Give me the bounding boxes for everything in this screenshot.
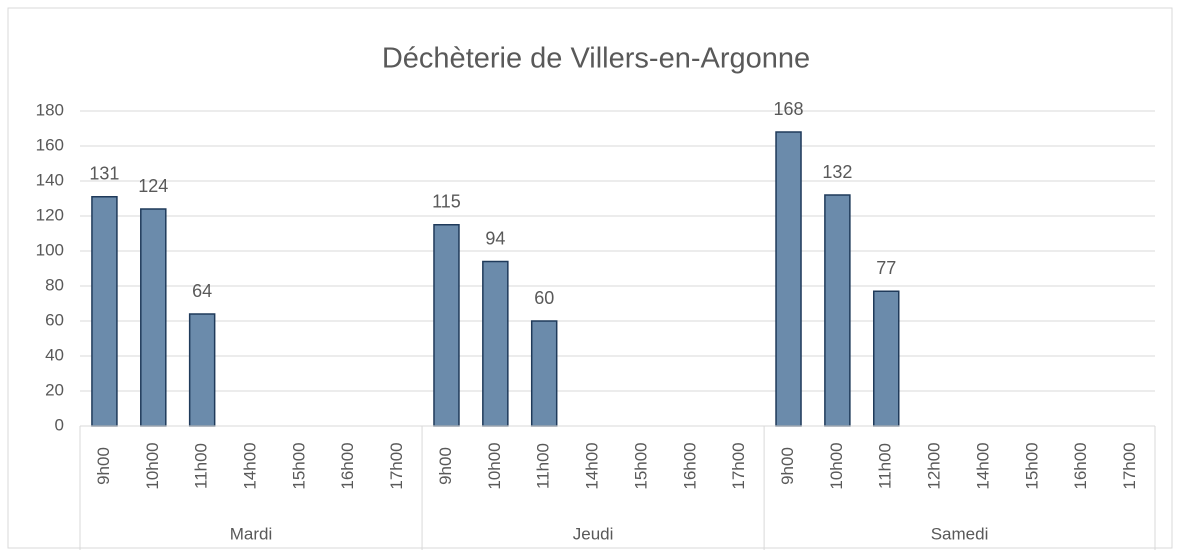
x-tick-label: 10h00	[827, 442, 846, 489]
x-tick-label: 14h00	[973, 442, 992, 489]
x-tick-label: 16h00	[1071, 442, 1090, 489]
bar	[91, 196, 118, 427]
bar	[775, 131, 802, 427]
data-label: 124	[138, 176, 168, 196]
data-label: 94	[485, 228, 505, 248]
x-tick-label: 14h00	[241, 442, 260, 489]
group-label: Jeudi	[573, 524, 614, 543]
x-tick-label: 15h00	[1022, 442, 1041, 489]
x-tick-label: 10h00	[485, 442, 504, 489]
bar	[482, 260, 509, 427]
data-label: 64	[192, 281, 212, 301]
x-tick-label: 16h00	[338, 442, 357, 489]
x-tick-label: 10h00	[143, 442, 162, 489]
y-tick-label: 180	[36, 100, 64, 119]
data-label: 132	[822, 162, 852, 182]
y-tick-label: 160	[36, 135, 64, 154]
data-label: 131	[89, 164, 119, 184]
bar	[140, 208, 167, 427]
y-tick-label: 120	[36, 205, 64, 224]
x-tick-label: 15h00	[289, 442, 308, 489]
data-label: 77	[876, 258, 896, 278]
y-tick-label: 100	[36, 240, 64, 259]
x-tick-label: 12h00	[925, 442, 944, 489]
bar	[873, 290, 900, 427]
x-tick-label: 11h00	[534, 443, 553, 489]
group-label: Samedi	[931, 524, 989, 543]
x-tick-label: 9h00	[778, 447, 797, 485]
y-tick-label: 40	[45, 345, 64, 364]
x-tick-label: 9h00	[436, 447, 455, 485]
y-tick-label: 80	[45, 275, 64, 294]
y-tick-label: 60	[45, 310, 64, 329]
y-tick-label: 20	[45, 380, 64, 399]
bar	[188, 313, 216, 427]
x-tick-label: 16h00	[680, 442, 699, 489]
x-tick-label: 14h00	[583, 442, 602, 489]
x-tick-label: 17h00	[387, 442, 406, 489]
x-tick-label: 11h00	[876, 443, 895, 489]
bar	[433, 224, 460, 427]
x-tick-label: 17h00	[1120, 442, 1139, 489]
x-tick-label: 17h00	[729, 442, 748, 489]
bar	[530, 320, 558, 427]
data-label: 115	[432, 192, 461, 212]
y-tick-label: 0	[55, 415, 64, 434]
x-tick-label: 9h00	[94, 447, 113, 485]
data-label: 60	[534, 288, 554, 308]
data-label: 168	[773, 99, 803, 119]
x-tick-label: 15h00	[631, 442, 650, 489]
chart-title: Déchèterie de Villers-en-Argonne	[382, 43, 810, 75]
x-tick-label: 11h00	[192, 443, 211, 489]
bar	[824, 194, 851, 427]
group-label: Mardi	[230, 524, 273, 543]
y-tick-label: 140	[36, 170, 64, 189]
chart-frame	[7, 7, 1173, 549]
